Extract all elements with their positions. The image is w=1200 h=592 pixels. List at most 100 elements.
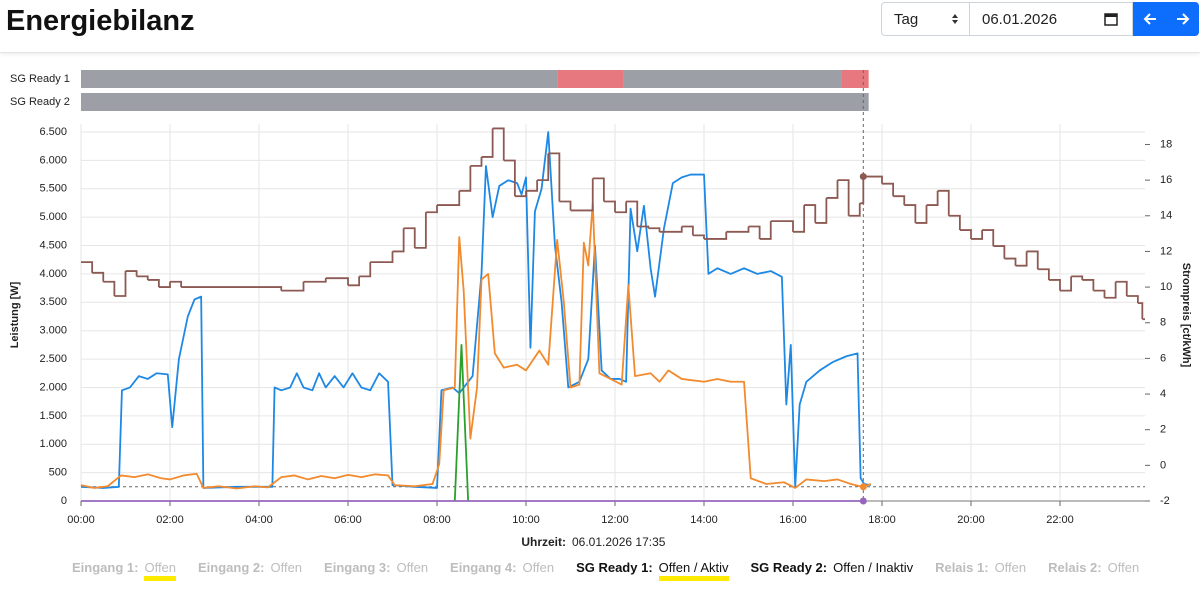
price-step — [370, 251, 394, 264]
price-step — [748, 225, 761, 239]
status-item: SG Ready 2: Offen / Inaktiv — [751, 560, 914, 575]
x-tick-label: 14:00 — [690, 514, 718, 526]
state-segment — [81, 93, 869, 111]
price-step — [704, 231, 728, 240]
state-label: SG Ready 1 — [10, 73, 70, 85]
y2-tick-label: 18 — [1160, 138, 1172, 150]
status-bar: Eingang 1: Offen Eingang 2: Offen Eingang 3:… — [72, 560, 1139, 575]
y2-tick-label: 8 — [1160, 317, 1166, 329]
price-step — [158, 281, 171, 288]
x-tick-label: 02:00 — [156, 514, 184, 526]
price-step — [982, 229, 995, 247]
y-tick-label: 500 — [49, 467, 67, 479]
price-step — [926, 190, 939, 206]
next-button[interactable] — [1166, 2, 1199, 36]
status-label: Eingang 3: — [324, 560, 391, 575]
y-tick-label: 5.500 — [39, 183, 67, 195]
date-value: 06.01.2026 — [982, 10, 1058, 28]
y-tick-label: 3.000 — [39, 325, 67, 337]
series-line — [80, 131, 872, 489]
y2-tick-label: 0 — [1160, 459, 1166, 471]
price-step — [125, 270, 138, 277]
price-step — [425, 205, 438, 214]
price-step — [103, 280, 116, 296]
y2-tick-label: 10 — [1160, 281, 1172, 293]
price-step — [863, 175, 883, 184]
price-step — [692, 234, 705, 239]
state-segment — [557, 70, 624, 88]
status-item: Relais 2: Offen — [1048, 560, 1139, 575]
y2-tick-label: 4 — [1160, 388, 1166, 400]
status-item: Eingang 4: Offen — [450, 560, 554, 575]
x-tick-label: 00:00 — [67, 514, 95, 526]
period-value: Tag — [894, 10, 919, 28]
state-label: SG Ready 2 — [10, 96, 70, 108]
price-step — [548, 152, 561, 202]
arrow-left — [1143, 13, 1156, 25]
grid — [80, 124, 1145, 502]
price-step — [592, 177, 605, 202]
y2-tick-label: -2 — [1160, 495, 1170, 507]
state-segment — [841, 70, 869, 88]
price-step — [804, 204, 817, 223]
price-step — [1004, 257, 1017, 266]
status-label: Relais 1: — [935, 560, 989, 575]
price-step — [770, 220, 794, 232]
price-step — [170, 280, 183, 288]
price-step — [1037, 268, 1050, 280]
price-step — [114, 271, 127, 297]
price-step — [492, 127, 505, 161]
status-value: Offen — [396, 560, 429, 575]
status-label: Relais 2: — [1048, 560, 1102, 575]
y2-tick-label: 14 — [1160, 210, 1172, 222]
price-step — [893, 195, 906, 206]
calendar-icon — [1104, 13, 1118, 26]
price-step — [403, 227, 416, 248]
price-step — [414, 212, 427, 249]
price-step — [659, 226, 683, 233]
price-step — [481, 128, 494, 158]
y-tick-label: 4.000 — [39, 268, 67, 280]
date-input[interactable]: 06.01.2026 — [969, 2, 1133, 36]
prev-button[interactable] — [1133, 2, 1166, 36]
price-step — [1015, 251, 1028, 267]
y-tick-label: 0 — [61, 495, 67, 507]
price-step — [615, 201, 628, 214]
status-item: Relais 1: Offen — [935, 560, 1026, 575]
status-value: Offen / Inaktiv — [833, 560, 914, 575]
x-tick-label: 08:00 — [423, 514, 451, 526]
status-item: Eingang 3: Offen — [324, 560, 428, 575]
price-step — [348, 276, 361, 287]
price-step — [459, 165, 472, 192]
price-step — [859, 176, 865, 205]
price-step — [559, 200, 572, 211]
price-step — [915, 205, 928, 224]
y2-tick-label: 6 — [1160, 352, 1166, 364]
y-tick-label: 6.500 — [39, 126, 67, 138]
price-step — [948, 214, 961, 231]
y-tick-label: 4.500 — [39, 239, 67, 251]
x-tick-label: 06:00 — [334, 514, 362, 526]
price-step — [526, 180, 539, 192]
price-step — [603, 200, 616, 213]
select-caret — [952, 14, 958, 24]
y2-tick-label: 2 — [1160, 424, 1166, 436]
x-tick-label: 22:00 — [1046, 514, 1074, 526]
x-tick-label: 18:00 — [868, 514, 896, 526]
price-step — [848, 203, 861, 217]
y2-tick-label: 16 — [1160, 174, 1172, 186]
price-step — [1137, 302, 1144, 320]
price-step — [570, 178, 594, 212]
price-step — [514, 190, 527, 198]
price-step — [81, 261, 94, 273]
price-step — [1126, 295, 1139, 304]
price-step — [626, 200, 639, 227]
price-step — [993, 245, 1006, 259]
cursor-marker — [859, 173, 867, 181]
y-tick-label: 6.000 — [39, 154, 67, 166]
status-label: Eingang 4: — [450, 560, 517, 575]
y-tick-label: 1.500 — [39, 410, 67, 422]
price-step — [1093, 289, 1106, 298]
price-step — [1026, 250, 1039, 270]
